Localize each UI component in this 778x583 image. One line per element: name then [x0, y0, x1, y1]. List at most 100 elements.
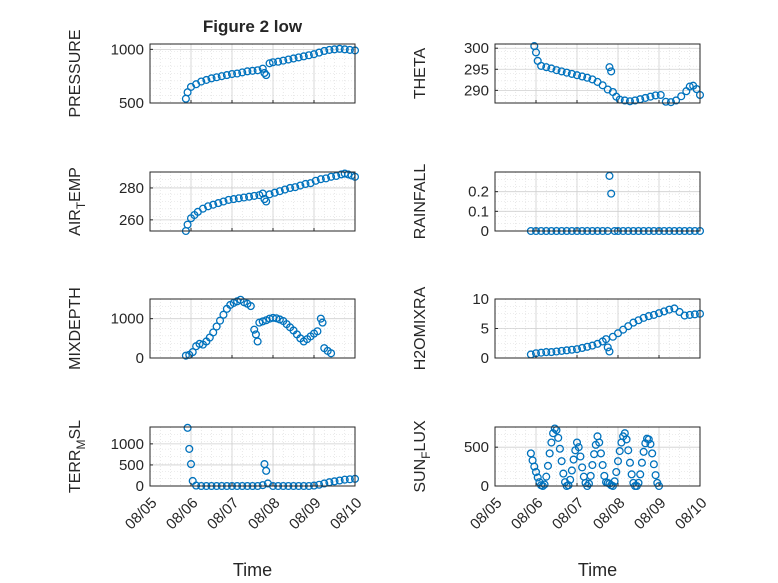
data-point [567, 345, 576, 354]
y-tick-label: 0.1 [468, 203, 489, 220]
data-point [646, 440, 655, 449]
data-point [660, 307, 669, 316]
data-point [301, 179, 310, 189]
y-tick-label: 0 [136, 350, 144, 367]
y-tick-label: 10 [472, 291, 489, 308]
data-point [272, 314, 281, 323]
data-point [250, 191, 259, 200]
subplot-air: 260 280 AIRTEMP [67, 167, 360, 236]
data-point [612, 467, 621, 477]
data-series [526, 304, 705, 359]
data-point [183, 220, 192, 229]
data-point [258, 481, 267, 490]
data-point [197, 77, 206, 86]
axes-box [494, 426, 701, 487]
y-tick-label: 0 [136, 478, 144, 495]
data-point [542, 472, 551, 481]
data-point [262, 71, 271, 80]
data-point [335, 476, 344, 485]
data-point [677, 92, 686, 101]
data-point [648, 449, 657, 458]
y-axis-label: THETA [412, 48, 429, 100]
data-point [537, 348, 546, 357]
data-point [584, 479, 594, 488]
data-point [672, 96, 681, 105]
data-point [332, 171, 341, 181]
data-point [555, 444, 564, 453]
data-point [320, 46, 329, 56]
data-point [284, 55, 293, 64]
data-point [562, 346, 571, 355]
axes-box [149, 426, 356, 487]
data-point [204, 202, 213, 211]
y-axis-label: MIXDEPTH [67, 287, 84, 370]
data-point [286, 183, 295, 193]
y-axis-label: H2OMIXRA [412, 286, 429, 370]
major-grid [494, 44, 701, 103]
data-point [270, 188, 279, 197]
data-point [318, 318, 327, 327]
data-point [315, 48, 324, 57]
data-point [260, 68, 269, 78]
data-point [344, 170, 353, 179]
y-tick-label: 0 [481, 350, 489, 367]
data-point [345, 45, 354, 54]
y-tick-label: 1000 [111, 311, 144, 328]
data-point [234, 194, 243, 203]
data-point [578, 463, 587, 472]
axes-box [494, 171, 701, 232]
data-point [340, 45, 349, 54]
data-point [311, 176, 320, 185]
data-point [245, 192, 254, 201]
data-point [258, 317, 267, 326]
data-point [233, 69, 242, 78]
data-series [181, 295, 336, 360]
data-point [605, 63, 614, 72]
axes-box [494, 43, 701, 104]
data-point [651, 471, 660, 480]
data-point [340, 475, 349, 484]
data-point [330, 477, 339, 486]
data-point [262, 466, 271, 475]
data-point [562, 68, 571, 77]
data-point [651, 91, 660, 100]
data-point [279, 56, 288, 65]
data-point [238, 68, 247, 77]
data-point [229, 195, 238, 204]
data-point [542, 348, 551, 357]
data-point [222, 71, 231, 80]
y-axis-label: TERRMSL [67, 420, 88, 493]
data-point [574, 443, 583, 452]
data-point [214, 199, 223, 208]
data-point [251, 330, 260, 339]
data-point [644, 312, 653, 321]
data-point [644, 435, 653, 444]
data-point [186, 460, 196, 469]
data-point [540, 480, 549, 489]
data-point [665, 305, 674, 314]
figure-title: Figure 2 low [203, 17, 303, 36]
data-point [185, 444, 194, 453]
data-point [543, 461, 553, 470]
data-point [327, 349, 336, 358]
data-point [607, 189, 616, 198]
data-point [224, 195, 233, 204]
data-point [557, 67, 566, 76]
y-tick-label: 0 [481, 223, 489, 240]
y-axis-label: PRESSURE [67, 29, 84, 117]
data-point [209, 200, 218, 209]
data-point [335, 44, 344, 53]
data-point [547, 348, 556, 357]
data-point [545, 449, 554, 458]
data-point [666, 98, 676, 107]
y-tick-label: 290 [464, 82, 489, 99]
data-point [188, 348, 197, 357]
data-point [243, 67, 252, 76]
data-point [227, 69, 237, 79]
data-point [537, 61, 546, 70]
data-point [531, 48, 541, 57]
